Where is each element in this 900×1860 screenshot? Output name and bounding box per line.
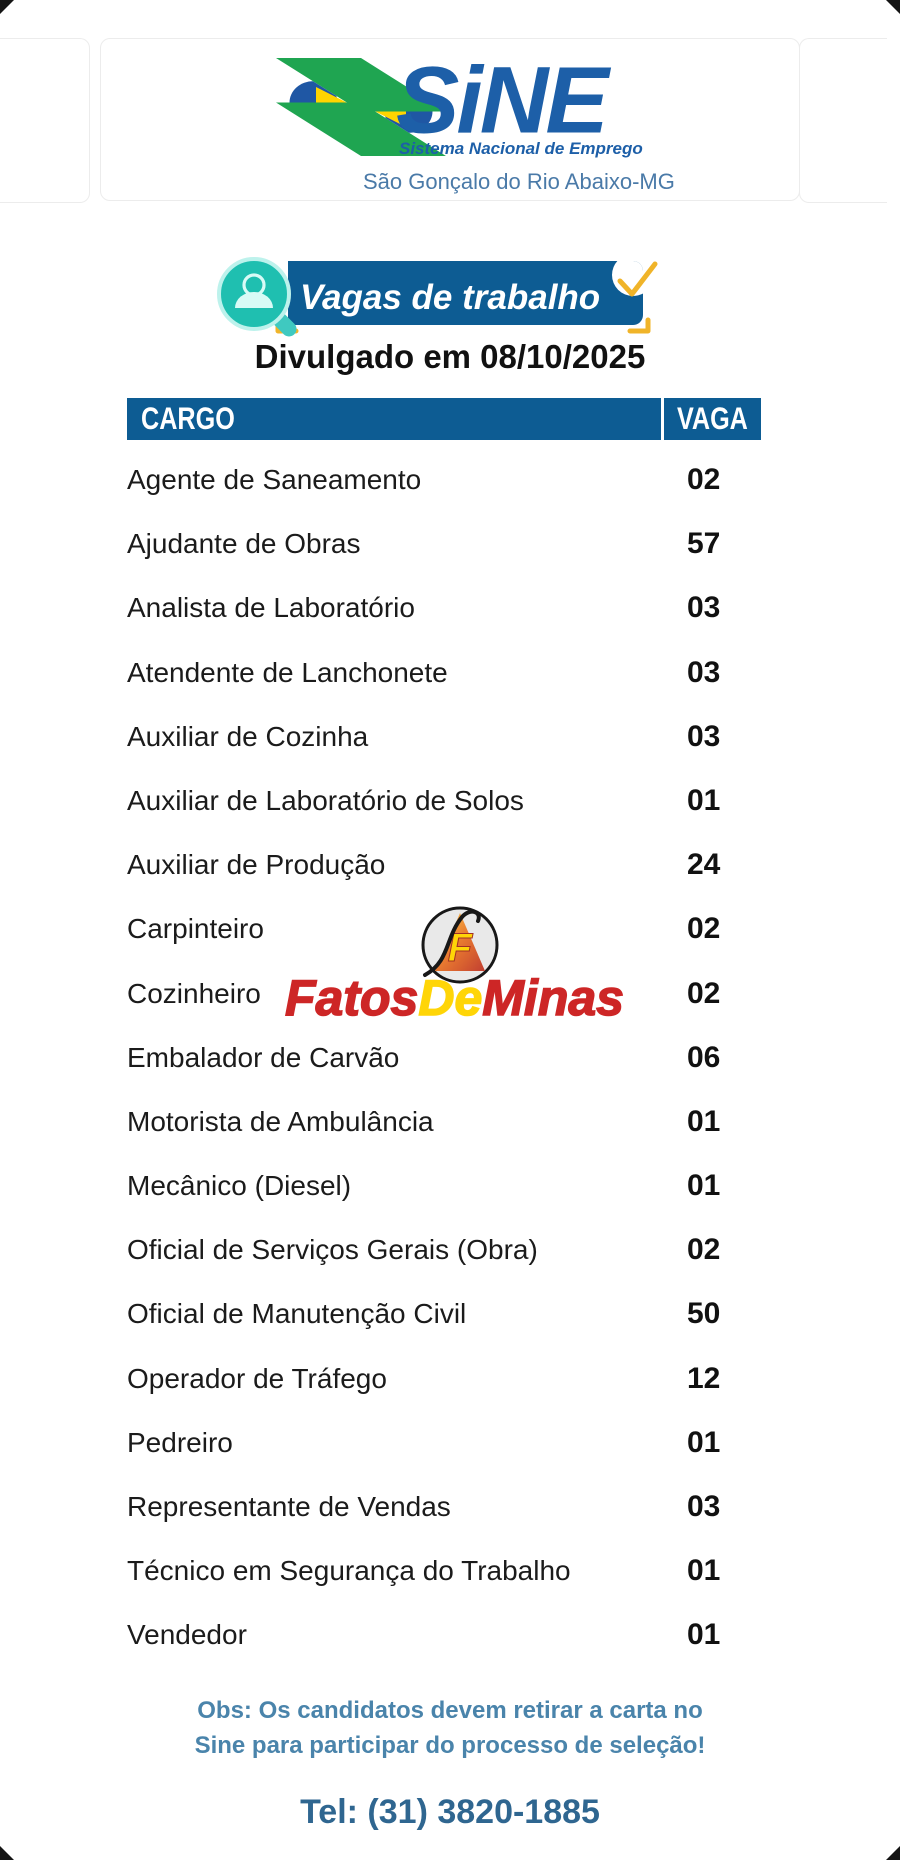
svg-text:Vagas de trabalho: Vagas de trabalho bbox=[300, 278, 600, 317]
svg-text:Sistema Nacional de Emprego: Sistema Nacional de Emprego bbox=[399, 139, 643, 158]
svg-text:São Gonçalo do Rio Abaixo-MG: São Gonçalo do Rio Abaixo-MG bbox=[363, 169, 675, 194]
svg-text:SiNE: SiNE bbox=[396, 48, 611, 154]
svg-text:FatosDeMinas: FatosDeMinas bbox=[285, 970, 624, 1023]
